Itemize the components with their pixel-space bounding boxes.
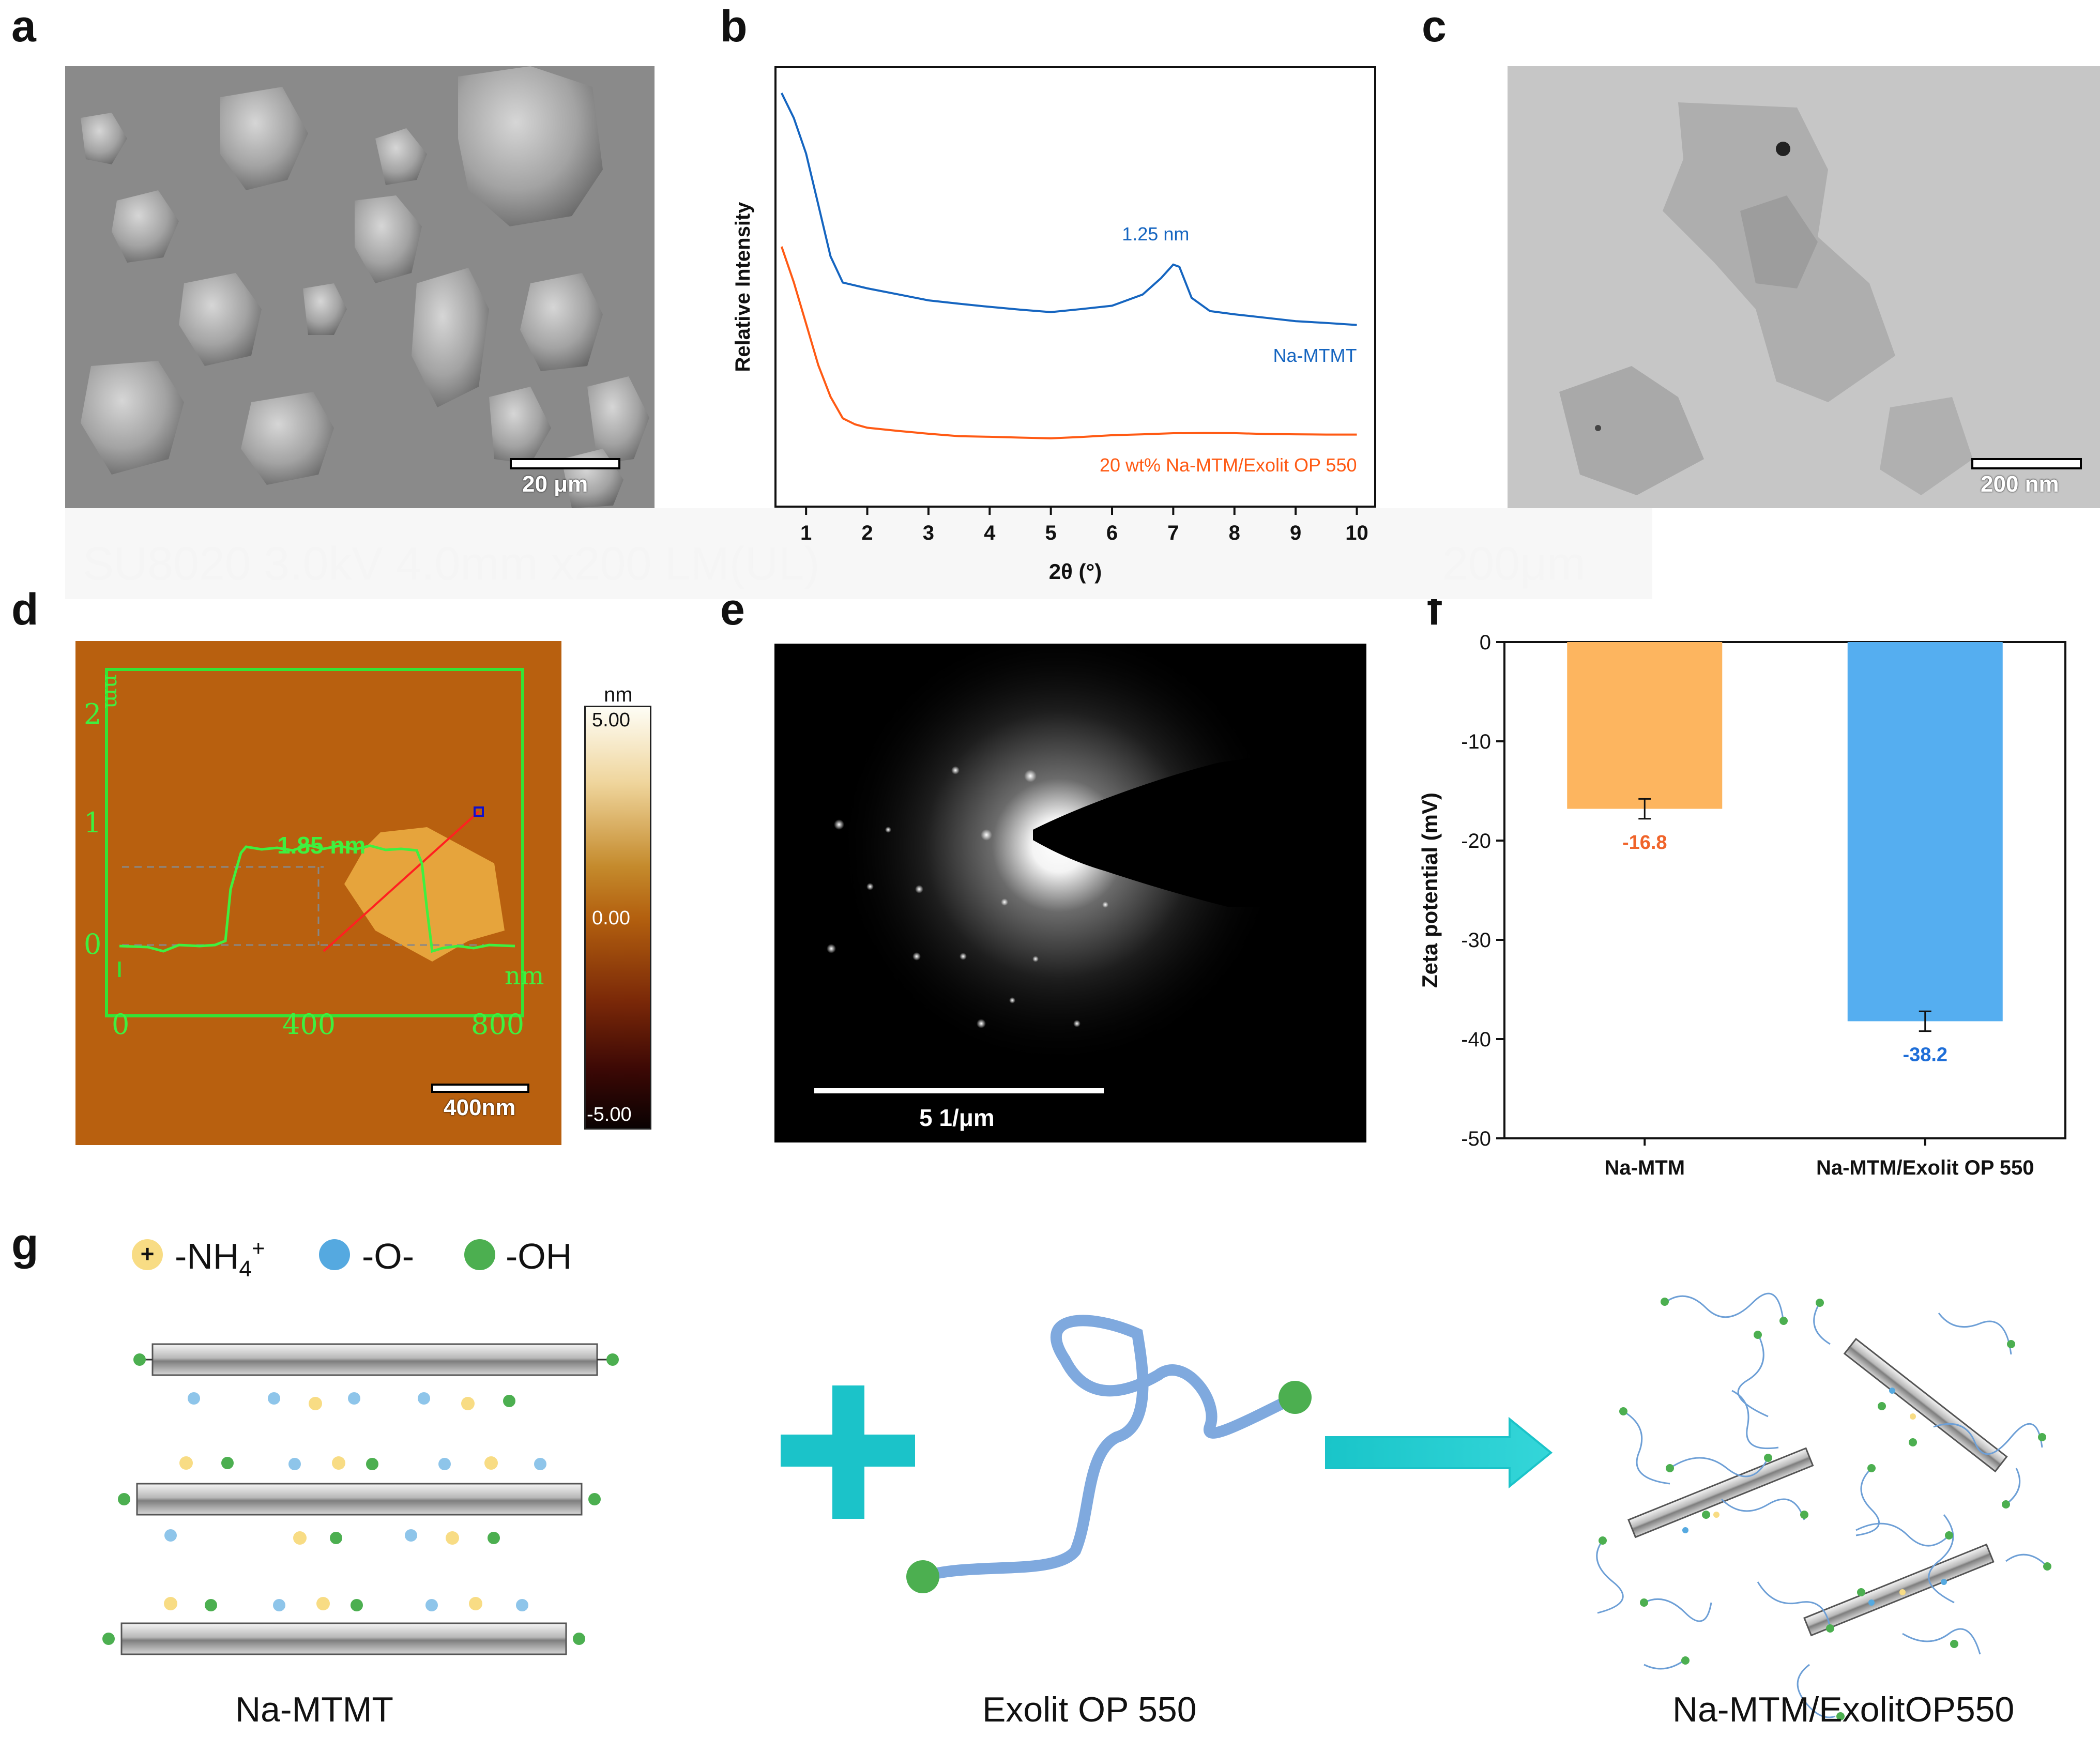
zeta-y-tick-label: -30 xyxy=(1461,929,1491,952)
sem-particles xyxy=(65,66,655,508)
composite-structure xyxy=(1596,1292,2051,1720)
xrd-x-tick-label: 5 xyxy=(1045,522,1057,544)
panel-letter-a: a xyxy=(11,2,36,51)
afm-xtick-0: 0 xyxy=(112,1008,130,1041)
xrd-x-tick-label: 7 xyxy=(1167,522,1179,544)
caption-mtmt: Na-MTMT xyxy=(235,1690,393,1729)
nh4-legend-text: -NH xyxy=(175,1236,239,1276)
afm-image: 2 1 0 nm nm 0 400 800 1.85 nm 400nm xyxy=(75,641,561,1145)
saed-pattern xyxy=(774,644,1366,1142)
mtmt-layers xyxy=(102,1343,619,1655)
afm-scale-bar xyxy=(431,1084,529,1093)
panel-letter-c: c xyxy=(1422,2,1447,51)
plus-icon xyxy=(781,1385,915,1519)
ghost-scale-text: 200μm xyxy=(1442,538,1586,590)
xrd-x-tick-label: 2 xyxy=(861,522,873,544)
zeta-y-tick-label: -10 xyxy=(1461,730,1491,753)
afm-x-unit: nm xyxy=(505,962,544,991)
xrd-plot-frame xyxy=(774,66,1376,508)
panel-letter-d: d xyxy=(11,585,39,634)
xrd-series-line-2 xyxy=(780,246,1357,439)
xrd-series-label-1: Na-MTMT xyxy=(1273,345,1357,366)
oh-legend-icon xyxy=(464,1239,495,1270)
exolit-chain xyxy=(906,1315,1312,1593)
schematic xyxy=(102,1292,2051,1720)
xrd-y-axis-label: Relative Intensity xyxy=(732,202,754,372)
tem-flakes xyxy=(1508,66,2100,508)
xrd-series-line-1 xyxy=(781,93,1357,326)
ghost-footer-text: SU8020 3.0kV 4.0mm x200 LM(UL) xyxy=(83,538,820,590)
zeta-value-label-1: -16.8 xyxy=(1622,832,1667,854)
ghost-footer-band xyxy=(65,508,1652,599)
colorbar-min: -5.00 xyxy=(587,1104,632,1125)
afm-y-unit: nm xyxy=(100,674,125,709)
afm-xtick-800: 800 xyxy=(471,1008,525,1041)
sem-scale-label: 20 μm xyxy=(522,471,588,497)
xrd-x-tick-label: 3 xyxy=(923,522,934,544)
zeta-plot-frame xyxy=(1503,641,2066,1139)
zeta-category-label-1: Na-MTM xyxy=(1604,1156,1685,1179)
panel-letter-g: g xyxy=(11,1220,39,1269)
zeta-y-tick-label: -40 xyxy=(1461,1028,1491,1051)
caption-exolit: Exolit OP 550 xyxy=(982,1690,1197,1729)
nh4-legend-sup: + xyxy=(251,1236,265,1261)
xrd-x-tick-label: 10 xyxy=(1345,522,1368,544)
colorbar-mid: 0.00 xyxy=(592,907,630,929)
afm-ytick-1: 1 xyxy=(84,806,102,839)
tem-image: 200 nm xyxy=(1508,66,2100,508)
xrd-x-tick-label: 9 xyxy=(1290,522,1301,544)
afm-ytick-2: 2 xyxy=(84,698,102,730)
o-legend-label: -O- xyxy=(362,1236,415,1276)
arrow-right-icon xyxy=(1325,1416,1553,1489)
sem-image: 20 μm xyxy=(65,66,655,508)
xrd-chart: 1 2 3 4 5 6 7 8 9 10 2θ (°) Relative Intensity Na-MT… xyxy=(732,66,1376,584)
sem-scale-bar xyxy=(510,458,620,469)
colorbar-unit: nm xyxy=(604,683,633,706)
zeta-category-label-2: Na-MTM/Exolit OP 550 xyxy=(1816,1156,2034,1179)
saed-scale-label: 5 1/μm xyxy=(919,1104,995,1131)
afm-ytick-0: 0 xyxy=(84,928,102,961)
zeta-y-tick-label: -50 xyxy=(1461,1127,1491,1150)
afm-colorbar xyxy=(584,706,651,1130)
xrd-x-tick-label: 6 xyxy=(1106,522,1118,544)
afm-scale-label: 400nm xyxy=(444,1095,516,1120)
colorbar-max: 5.00 xyxy=(592,709,630,731)
saed-image: 5 1/μm xyxy=(774,644,1366,1142)
xrd-x-tick-label: 8 xyxy=(1229,522,1240,544)
zeta-y-tick-label: -20 xyxy=(1461,830,1491,852)
xrd-x-axis-label: 2θ (°) xyxy=(1049,559,1102,584)
saed-scale-bar xyxy=(814,1088,1104,1093)
oh-legend-label: -OH xyxy=(506,1236,572,1276)
afm-height-label: 1.85 nm xyxy=(277,832,366,859)
zeta-chart: 0 -10 -20 -30 -40 -50 Zeta potential (mV) -16.8… xyxy=(1418,631,2066,1179)
zeta-value-label-2: -38.2 xyxy=(1903,1044,1947,1066)
panel-letter-b: b xyxy=(720,2,748,51)
xrd-series-label-2: 20 wt% Na-MTM/Exolit OP 550 xyxy=(1100,454,1357,476)
nh4-legend-label: -NH4+ xyxy=(175,1236,265,1282)
nh4-legend-plus: + xyxy=(141,1240,155,1267)
o-legend-icon xyxy=(319,1239,350,1270)
xrd-peak-annotation: 1.25 nm xyxy=(1122,223,1189,245)
zeta-y-axis-label: Zeta potential (mV) xyxy=(1418,793,1442,988)
tem-scale-label: 200 nm xyxy=(1981,471,2059,497)
nh4-legend-icon: + xyxy=(132,1239,163,1270)
zeta-bar-2 xyxy=(1847,642,2003,1022)
caption-composite: Na-MTM/ExolitOP550 xyxy=(1672,1690,2015,1729)
xrd-x-tick-label: 4 xyxy=(984,522,996,544)
afm-plot xyxy=(75,641,561,1145)
xrd-x-tick-label: 1 xyxy=(800,522,812,544)
nh4-legend-sub: 4 xyxy=(239,1256,252,1282)
zeta-bar-1 xyxy=(1567,642,1723,809)
afm-xtick-400: 400 xyxy=(282,1008,336,1041)
tem-scale-bar xyxy=(1971,458,2082,469)
zeta-y-tick-label: 0 xyxy=(1480,631,1491,654)
